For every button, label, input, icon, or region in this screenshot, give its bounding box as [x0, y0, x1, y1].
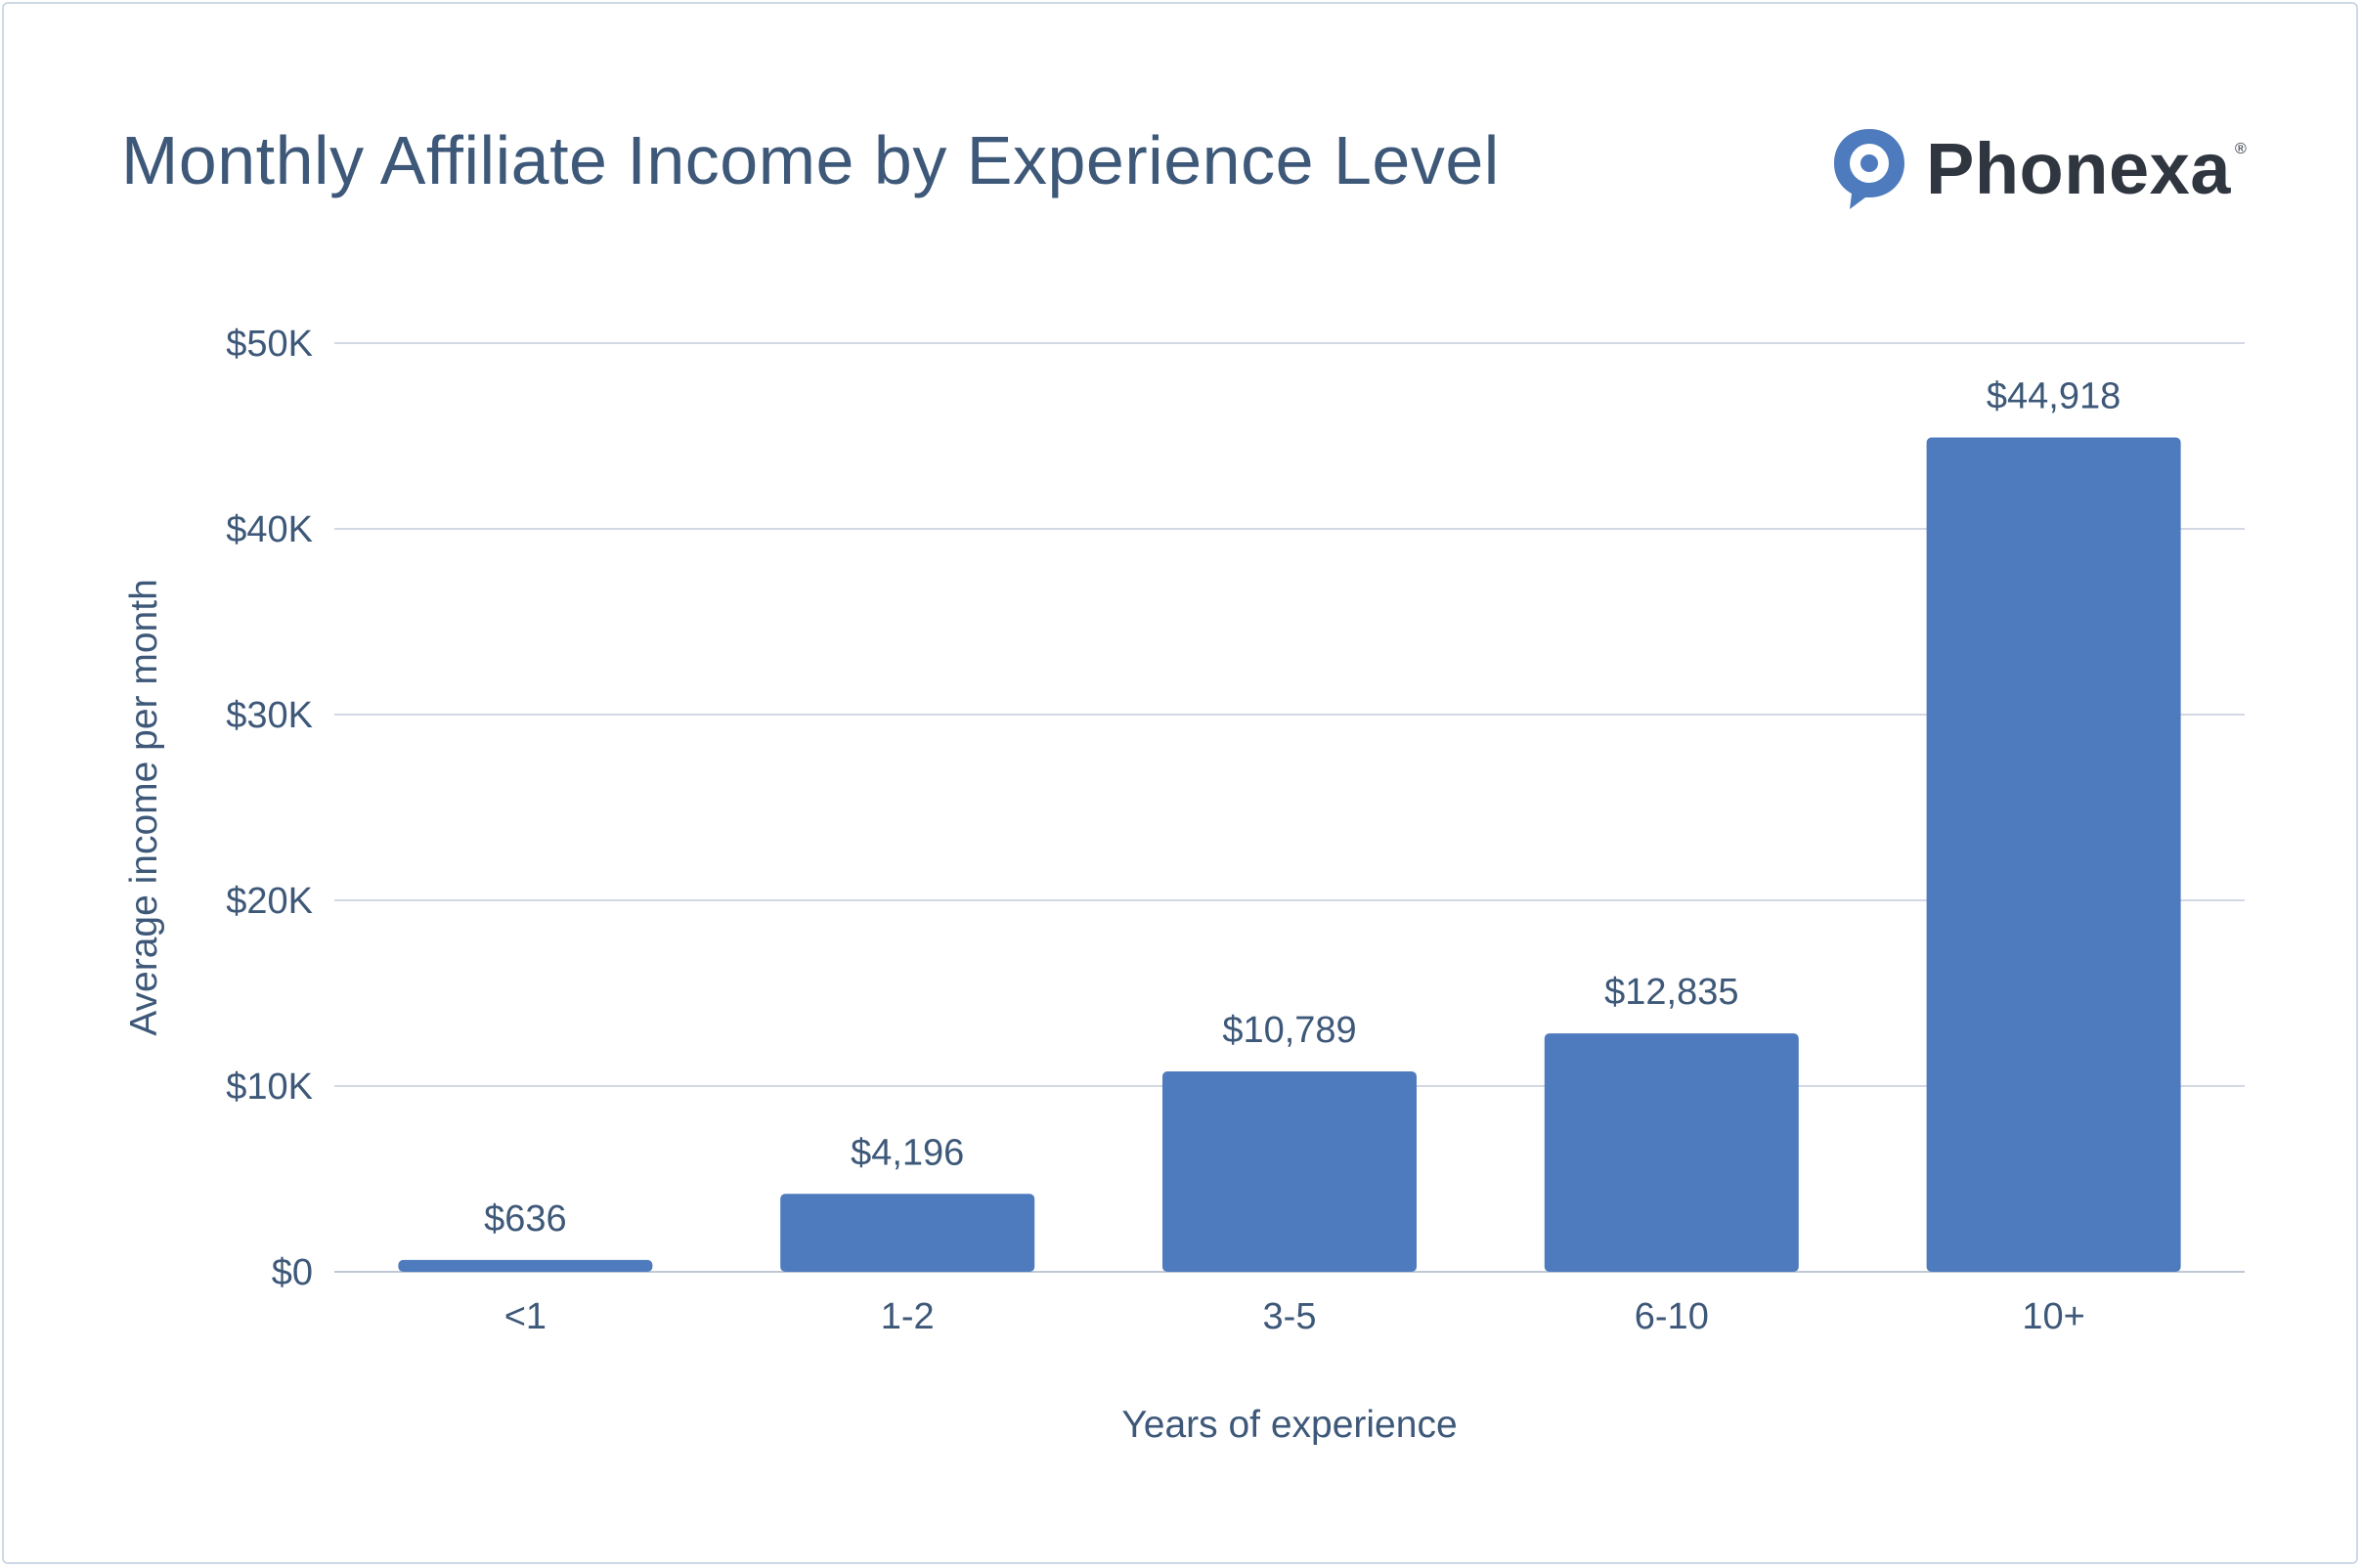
brand-name: Phonexa [1926, 127, 2231, 209]
bar [398, 1259, 653, 1272]
bar-value-label: $44,918 [1987, 376, 2121, 417]
x-tick-label: 3-5 [1263, 1296, 1317, 1337]
y-tick-label: $50K [226, 324, 313, 365]
x-tick-label: 10+ [2022, 1296, 2084, 1337]
bar [1544, 1033, 1799, 1272]
bar-value-label: $10,789 [1222, 1010, 1356, 1051]
x-tick-label: 6-10 [1635, 1296, 1709, 1337]
x-axis-ticks: <1 1-2 3-5 6-10 10+ [504, 1296, 2085, 1337]
x-tick-label: 1-2 [881, 1296, 935, 1337]
y-tick-label: $30K [226, 695, 313, 736]
bar-value-label: $4,196 [851, 1132, 964, 1173]
data-labels: $636 $4,196 $10,789 $12,835 $44,918 [484, 376, 2121, 1240]
x-tick-label: <1 [504, 1296, 547, 1337]
bar [1926, 437, 2181, 1273]
brand-registered-mark: ® [2234, 141, 2247, 157]
y-axis-title: Average income per month [123, 579, 165, 1036]
bar [1162, 1071, 1417, 1272]
y-tick-label: $20K [226, 881, 313, 922]
chart-title: Monthly Affiliate Income by Experience L… [121, 122, 1500, 198]
bar [780, 1194, 1035, 1272]
x-axis-title: Years of experience [1121, 1404, 1457, 1446]
bar-value-label: $636 [484, 1198, 567, 1240]
brand-logo: Phonexa ® [1828, 119, 2247, 217]
y-tick-label: $0 [272, 1252, 313, 1293]
speech-bubble-logo-icon [1834, 129, 1904, 209]
y-axis-ticks: $0 $10K $20K $30K $40K $50K [226, 324, 313, 1293]
bars [398, 437, 2181, 1273]
y-tick-label: $10K [226, 1067, 313, 1108]
y-tick-label: $40K [226, 509, 313, 550]
bar-value-label: $12,835 [1604, 972, 1738, 1013]
